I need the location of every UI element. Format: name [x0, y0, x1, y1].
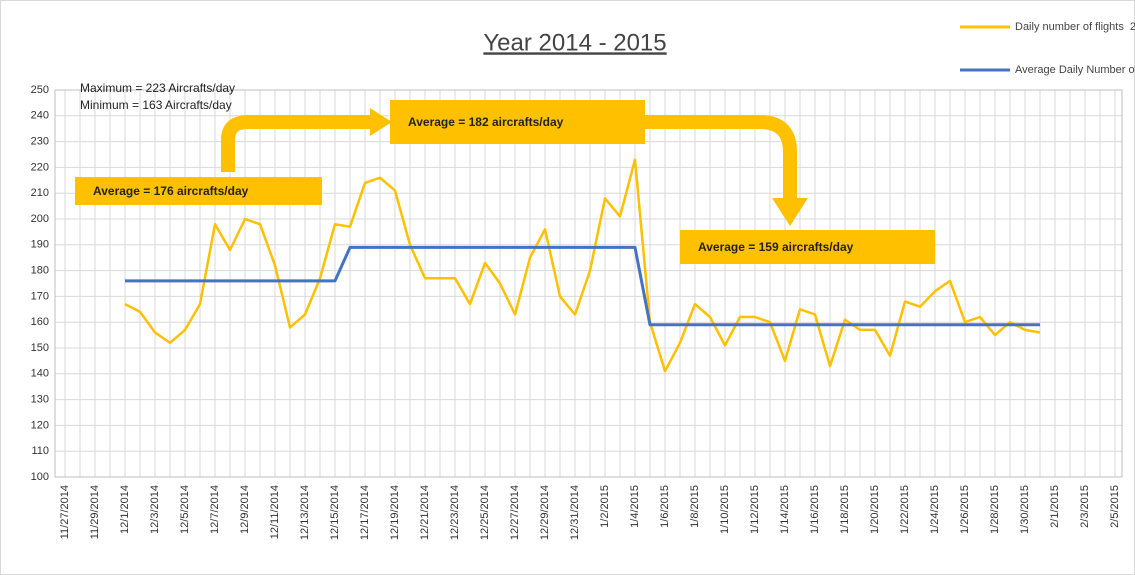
y-tick-label: 150	[31, 342, 49, 354]
x-tick-label: 1/24/2015	[929, 485, 941, 534]
x-tick-label: 12/7/2014	[209, 485, 221, 534]
arrow-head	[370, 108, 392, 136]
y-tick-label: 210	[31, 187, 49, 199]
x-tick-label: 1/26/2015	[959, 485, 971, 534]
x-tick-label: 2/1/2015	[1049, 485, 1061, 528]
arrow	[645, 115, 797, 200]
x-tick-label: 1/18/2015	[839, 485, 851, 534]
x-tick-label: 1/6/2015	[659, 485, 671, 528]
y-tick-label: 120	[31, 419, 49, 431]
y-tick-label: 180	[31, 265, 49, 277]
x-tick-label: 12/27/2014	[509, 485, 521, 540]
y-tick-label: 200	[31, 213, 49, 225]
legend-label: Average Daily Number of flights 2014 - 2…	[1015, 64, 1135, 76]
annotation: Average = 159 aircrafts/day	[698, 240, 854, 254]
x-tick-label: 12/23/2014	[449, 485, 461, 540]
x-tick-label: 1/22/2015	[899, 485, 911, 534]
x-tick-label: 1/8/2015	[689, 485, 701, 528]
x-tick-label: 1/10/2015	[719, 485, 731, 534]
x-tick-label: 12/21/2014	[419, 485, 431, 540]
x-tick-label: 12/17/2014	[359, 485, 371, 540]
arrow	[221, 115, 372, 172]
y-tick-label: 100	[31, 471, 49, 483]
y-tick-label: 170	[31, 290, 49, 302]
x-tick-label: 12/5/2014	[179, 485, 191, 534]
y-tick-label: 230	[31, 136, 49, 148]
y-tick-label: 220	[31, 161, 49, 173]
y-tick-label: 160	[31, 316, 49, 328]
y-tick-label: 190	[31, 239, 49, 251]
annotation-box	[75, 177, 322, 205]
x-tick-label: 12/31/2014	[569, 485, 581, 540]
x-tick-label: 12/13/2014	[299, 485, 311, 540]
x-tick-label: 11/27/2014	[59, 485, 71, 539]
x-tick-label: 2/3/2015	[1079, 485, 1091, 528]
x-tick-label: 12/25/2014	[479, 485, 491, 540]
y-tick-label: 240	[31, 110, 49, 122]
x-tick-label: 12/29/2014	[539, 485, 551, 540]
x-tick-label: 1/30/2015	[1019, 485, 1031, 534]
annotation-box	[390, 100, 645, 144]
annotation: Minimum = 163 Aircrafts/day	[80, 98, 232, 112]
x-tick-label: 1/2/2015	[599, 485, 611, 528]
y-tick-label: 250	[31, 84, 49, 96]
x-tick-label: 1/28/2015	[989, 485, 1001, 534]
x-tick-label: 11/29/2014	[89, 485, 101, 539]
series-line	[124, 158, 1041, 373]
y-tick-label: 140	[31, 368, 49, 380]
annotation-box	[680, 230, 935, 264]
annotation: Maximum = 223 Aircrafts/day	[80, 81, 235, 95]
arrow-head	[772, 198, 808, 226]
annotation: Average = 176 aircrafts/day	[93, 184, 249, 198]
y-tick-label: 110	[31, 445, 49, 457]
chart-title: Year 2014 - 2015	[483, 29, 666, 56]
y-tick-label: 130	[31, 394, 49, 406]
x-tick-label: 1/12/2015	[749, 485, 761, 534]
x-tick-label: 1/20/2015	[869, 485, 881, 534]
x-tick-label: 1/16/2015	[809, 485, 821, 534]
x-tick-label: 12/1/2014	[119, 485, 131, 534]
x-tick-label: 12/11/2014	[269, 485, 281, 539]
legend-label: Daily number of flights 2014 - 2015	[1015, 21, 1135, 33]
x-tick-label: 1/14/2015	[779, 485, 791, 534]
x-tick-label: 12/3/2014	[149, 485, 161, 534]
x-tick-label: 12/9/2014	[239, 485, 251, 534]
series-line	[125, 245, 1040, 327]
x-tick-label: 2/5/2015	[1109, 485, 1121, 528]
x-tick-label: 12/19/2014	[389, 485, 401, 540]
annotation: Average = 182 aircrafts/day	[408, 115, 564, 129]
x-tick-label: 1/4/2015	[629, 485, 641, 528]
plot-frame	[54, 89, 1123, 478]
x-tick-label: 12/15/2014	[329, 485, 341, 540]
